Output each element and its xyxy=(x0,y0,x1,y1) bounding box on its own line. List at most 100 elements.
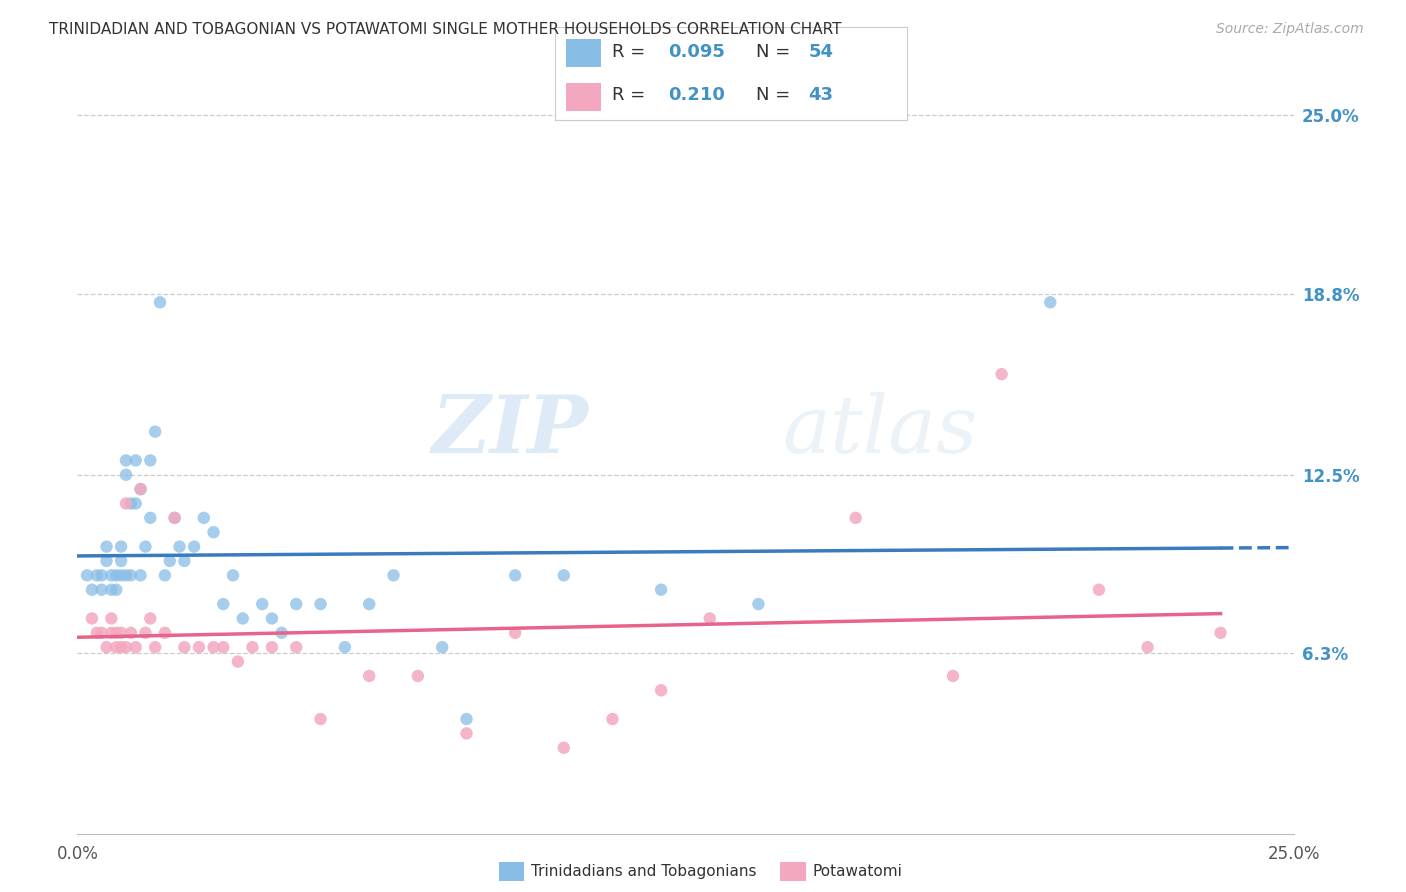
Point xyxy=(1088,582,1111,597)
Point xyxy=(285,597,308,611)
FancyBboxPatch shape xyxy=(565,39,602,67)
Point xyxy=(100,611,122,625)
Point xyxy=(270,625,292,640)
Point xyxy=(173,640,195,655)
Point xyxy=(134,625,156,640)
Point xyxy=(110,640,132,655)
Point xyxy=(110,568,132,582)
Point xyxy=(105,625,128,640)
Point xyxy=(212,597,235,611)
Point xyxy=(503,568,526,582)
Point xyxy=(406,669,429,683)
Point xyxy=(76,568,98,582)
Point xyxy=(105,582,128,597)
Point xyxy=(942,669,965,683)
Point xyxy=(456,726,478,740)
Point xyxy=(309,597,332,611)
Text: 0.210: 0.210 xyxy=(668,87,724,104)
Point xyxy=(250,597,273,611)
Point xyxy=(359,597,381,611)
Text: TRINIDADIAN AND TOBAGONIAN VS POTAWATOMI SINGLE MOTHER HOUSEHOLDS CORRELATION CH: TRINIDADIAN AND TOBAGONIAN VS POTAWATOMI… xyxy=(49,22,842,37)
Text: Source: ZipAtlas.com: Source: ZipAtlas.com xyxy=(1216,22,1364,37)
Point xyxy=(86,568,108,582)
Point xyxy=(188,640,211,655)
Point xyxy=(285,640,308,655)
Point xyxy=(260,640,283,655)
Point xyxy=(153,568,176,582)
Point xyxy=(173,554,195,568)
Point xyxy=(845,511,868,525)
Point xyxy=(202,525,225,540)
Point xyxy=(139,453,162,467)
Point xyxy=(222,568,245,582)
Point xyxy=(202,640,225,655)
Point xyxy=(359,669,381,683)
Point xyxy=(110,540,132,554)
Point xyxy=(115,453,138,467)
Point xyxy=(139,511,162,525)
Point xyxy=(149,295,172,310)
Point xyxy=(115,640,138,655)
Point xyxy=(125,496,148,510)
Point xyxy=(503,625,526,640)
Point xyxy=(260,611,283,625)
Point xyxy=(90,625,112,640)
Point xyxy=(699,611,721,625)
Point xyxy=(134,540,156,554)
Point xyxy=(80,611,103,625)
Text: N =: N = xyxy=(756,43,790,61)
Text: ZIP: ZIP xyxy=(432,392,588,469)
Point xyxy=(650,683,672,698)
Point xyxy=(105,568,128,582)
Point xyxy=(183,540,205,554)
Point xyxy=(226,655,249,669)
Point xyxy=(129,482,152,496)
Point xyxy=(309,712,332,726)
Text: R =: R = xyxy=(612,87,645,104)
Point xyxy=(110,625,132,640)
Point xyxy=(456,712,478,726)
Point xyxy=(1039,295,1062,310)
Point xyxy=(143,640,166,655)
Point xyxy=(90,582,112,597)
Point xyxy=(333,640,356,655)
Point xyxy=(163,511,186,525)
Point xyxy=(129,482,152,496)
Point xyxy=(990,367,1012,381)
Point xyxy=(110,554,132,568)
Point xyxy=(169,540,191,554)
Point xyxy=(159,554,181,568)
Point xyxy=(1136,640,1159,655)
Point xyxy=(602,712,624,726)
Point xyxy=(129,568,152,582)
Point xyxy=(86,625,108,640)
Point xyxy=(553,568,575,582)
Point xyxy=(105,640,128,655)
Point xyxy=(242,640,264,655)
Point xyxy=(100,568,122,582)
Text: 0.095: 0.095 xyxy=(668,43,724,61)
Point xyxy=(232,611,254,625)
Point xyxy=(115,467,138,482)
Point xyxy=(80,582,103,597)
Point xyxy=(125,453,148,467)
Text: N =: N = xyxy=(756,87,790,104)
Point xyxy=(100,625,122,640)
Point xyxy=(100,582,122,597)
Point xyxy=(143,425,166,439)
Text: Trinidadians and Tobagonians: Trinidadians and Tobagonians xyxy=(531,864,756,879)
Text: R =: R = xyxy=(612,43,645,61)
Point xyxy=(96,554,118,568)
Point xyxy=(212,640,235,655)
Point xyxy=(115,568,138,582)
Point xyxy=(120,625,142,640)
Point xyxy=(650,582,672,597)
Point xyxy=(553,740,575,755)
FancyBboxPatch shape xyxy=(565,83,602,111)
Point xyxy=(430,640,453,655)
Point xyxy=(115,496,138,510)
Point xyxy=(96,540,118,554)
Text: atlas: atlas xyxy=(783,392,979,469)
Point xyxy=(382,568,405,582)
Point xyxy=(96,640,118,655)
